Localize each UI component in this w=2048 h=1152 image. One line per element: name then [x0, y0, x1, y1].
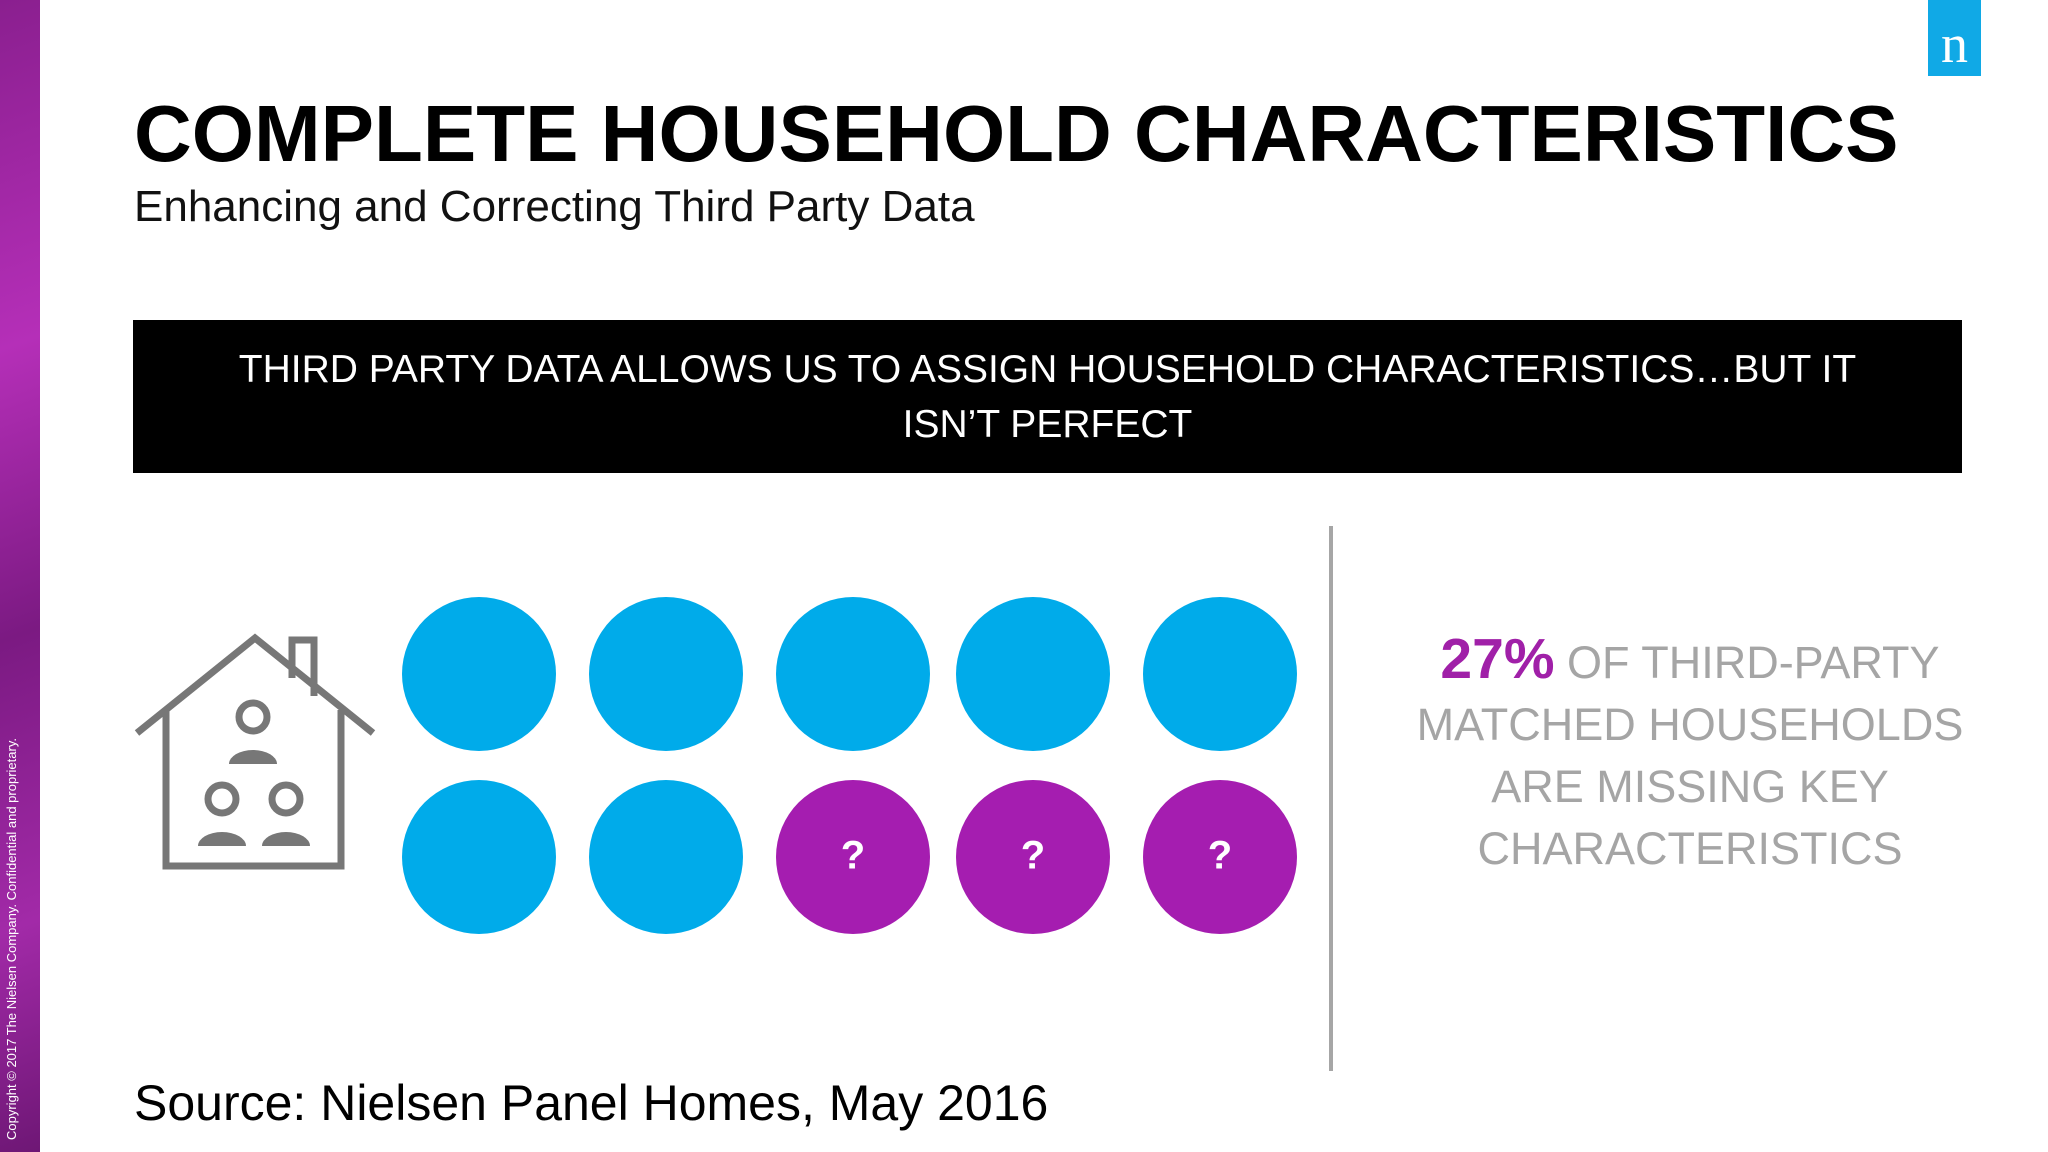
people	[198, 750, 310, 846]
stat: 27% OF THIRD-PARTY MATCHED HOUSEHOLDS AR…	[1410, 628, 1970, 880]
side-strip	[0, 0, 40, 1152]
dot	[589, 597, 743, 751]
question-mark: ?	[841, 834, 865, 878]
source: Source: Nielsen Panel Homes, May 2016	[134, 1075, 1049, 1131]
stat-highlight: 27%	[1440, 627, 1555, 691]
missing-dot	[776, 780, 930, 934]
banner: THIRD PARTY DATA ALLOWS US TO ASSIGN HOU…	[133, 320, 1962, 473]
banner-text: THIRD PARTY DATA ALLOWS US TO ASSIGN HOU…	[238, 347, 1857, 446]
title: COMPLETE HOUSEHOLD CHARACTERISTICS	[134, 89, 1899, 178]
house-icon	[134, 633, 376, 870]
stat-text: OF THIRD-PARTY MATCHED HOUSEHOLDS ARE MI…	[1416, 637, 1964, 874]
question-mark: ?	[1208, 834, 1232, 878]
question-mark: ?	[1021, 834, 1045, 878]
missing-dot	[1143, 780, 1297, 934]
logo: n	[1928, 0, 1981, 76]
dot	[402, 780, 556, 934]
dot	[776, 597, 930, 751]
household-dots	[402, 597, 1297, 934]
dot	[402, 597, 556, 751]
dot	[956, 597, 1110, 751]
missing-dot	[956, 780, 1110, 934]
subtitle: Enhancing and Correcting Third Party Dat…	[134, 182, 975, 231]
dot	[1143, 597, 1297, 751]
dot	[589, 780, 743, 934]
